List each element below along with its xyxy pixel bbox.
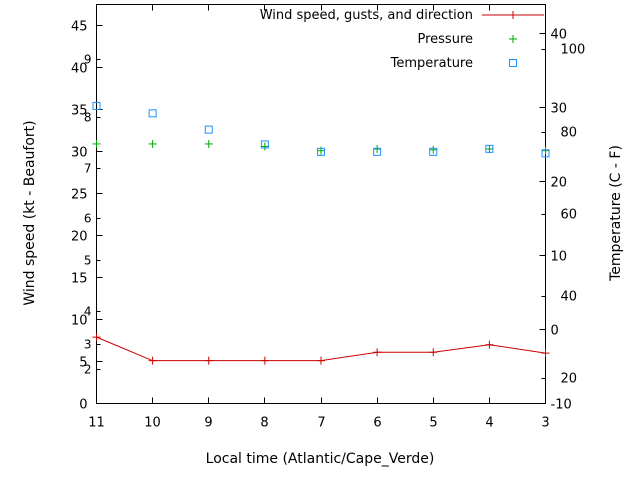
svg-text:10: 10 (144, 416, 161, 431)
svg-text:9: 9 (204, 416, 212, 431)
svg-text:3: 3 (541, 416, 549, 431)
chart-legend: Wind speed, gusts, and direction Pressur… (260, 3, 545, 75)
svg-text:40: 40 (551, 28, 568, 43)
svg-text:5: 5 (84, 254, 92, 268)
svg-text:8: 8 (84, 111, 92, 125)
svg-text:80: 80 (561, 126, 578, 141)
svg-text:25: 25 (71, 188, 88, 203)
left-axis-title: Wind speed (kt - Beaufort) (22, 120, 38, 306)
svg-text:-10: -10 (551, 398, 572, 413)
svg-text:35: 35 (71, 104, 88, 119)
x-axis-title: Local time (Atlantic/Cape_Verde) (205, 451, 435, 467)
svg-text:5: 5 (429, 416, 437, 431)
svg-text:4: 4 (84, 305, 92, 319)
right-axis-title: Temperature (C - F) (608, 145, 624, 281)
legend-row-temperature: Temperature (260, 51, 545, 75)
svg-text:20: 20 (551, 176, 568, 191)
svg-text:30: 30 (71, 146, 88, 161)
svg-text:10: 10 (551, 250, 568, 265)
svg-text:7: 7 (317, 416, 325, 431)
svg-text:2: 2 (84, 363, 92, 377)
legend-label-temperature: Temperature (390, 55, 473, 71)
svg-text:20: 20 (561, 372, 578, 387)
legend-sample-pressure-icon (509, 35, 517, 43)
svg-text:5: 5 (79, 356, 87, 371)
legend-label-pressure: Pressure (417, 31, 473, 47)
legend-row-pressure: Pressure (260, 27, 545, 51)
svg-text:11: 11 (88, 416, 105, 431)
svg-text:6: 6 (84, 212, 92, 226)
svg-text:8: 8 (260, 416, 268, 431)
svg-text:30: 30 (551, 102, 568, 117)
svg-text:10: 10 (71, 314, 88, 329)
legend-row-wind: Wind speed, gusts, and direction (260, 3, 545, 27)
svg-text:0: 0 (551, 324, 559, 339)
svg-text:3: 3 (84, 338, 92, 352)
svg-text:0: 0 (79, 398, 87, 413)
svg-text:100: 100 (561, 43, 586, 58)
legend-label-wind: Wind speed, gusts, and direction (259, 7, 473, 23)
svg-text:15: 15 (71, 272, 88, 287)
svg-text:40: 40 (561, 290, 578, 305)
svg-text:6: 6 (373, 416, 381, 431)
svg-text:20: 20 (71, 230, 88, 245)
legend-sample-temperature-icon (509, 59, 517, 67)
legend-sample-wind-icon (482, 11, 544, 19)
svg-text:4: 4 (485, 416, 493, 431)
svg-text:40: 40 (71, 62, 88, 77)
svg-text:7: 7 (84, 162, 92, 176)
svg-text:9: 9 (84, 53, 92, 67)
svg-text:45: 45 (71, 20, 88, 35)
svg-text:60: 60 (561, 208, 578, 223)
